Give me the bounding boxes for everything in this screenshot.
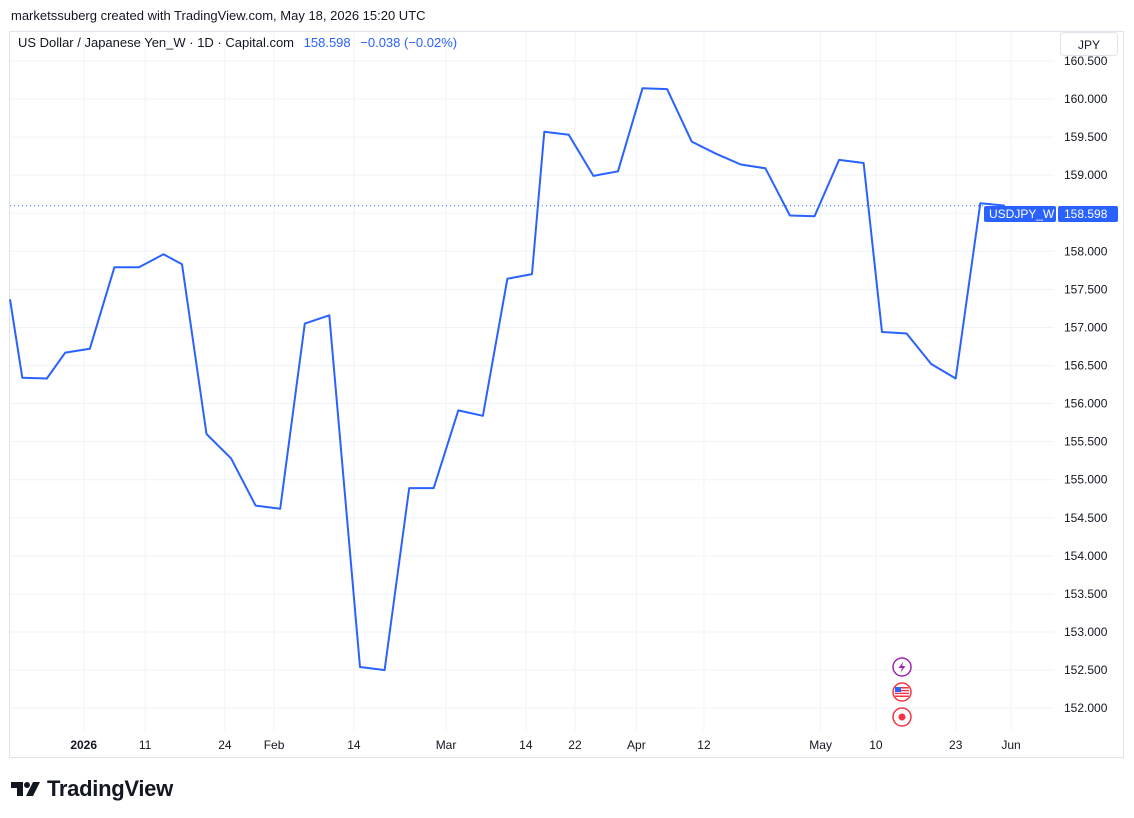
chart-frame: [9, 31, 1124, 758]
y-tick-label: 153.500: [1064, 587, 1108, 601]
x-tick-label: 24: [218, 738, 232, 752]
price-tag-ticker-bg: [984, 206, 1056, 222]
y-tick-label: 159.500: [1064, 130, 1108, 144]
price-change-value: −0.038 (−0.02%): [360, 35, 458, 50]
price-tag-ticker: USDJPY_W: [989, 207, 1055, 221]
price-tag-value: 158.598: [1064, 207, 1108, 221]
lightning-icon[interactable]: [892, 657, 912, 677]
chart-legend: US Dollar / Japanese Yen_W · 1D · Capita…: [18, 35, 457, 50]
x-tick-label: 23: [949, 738, 963, 752]
y-tick-label: 160.000: [1064, 92, 1108, 106]
y-tick-label: 157.000: [1064, 320, 1108, 334]
tradingview-brand[interactable]: TradingView: [11, 776, 173, 802]
x-tick-label: 14: [347, 738, 361, 752]
y-tick-label: 158.000: [1064, 244, 1108, 258]
x-tick-label: 11: [139, 738, 152, 752]
y-tick-label: 154.000: [1064, 549, 1108, 563]
symbol-description: US Dollar / Japanese Yen_W · 1D · Capita…: [18, 35, 295, 50]
last-price-tag: USDJPY_W 158.598: [984, 206, 1118, 222]
y-tick-label: 160.500: [1064, 54, 1108, 68]
y-tick-label: 157.500: [1064, 282, 1108, 296]
price-series-line: [9, 87, 1005, 672]
brand-name: TradingView: [47, 776, 173, 801]
x-tick-label: Mar: [436, 738, 457, 752]
tradingview-logo-icon: [11, 782, 40, 796]
time-axis: 2026 11 24 Feb 14 Mar 14 22 Apr 12 May 10 23 Jun: [70, 738, 1020, 752]
last-price-value: 158.598: [303, 35, 351, 50]
y-tick-label: 159.000: [1064, 168, 1108, 182]
record-dot-icon[interactable]: [892, 707, 912, 727]
x-tick-label: 14: [519, 738, 533, 752]
x-tick-label: May: [809, 738, 832, 752]
currency-button[interactable]: JPY: [1060, 32, 1118, 56]
attribution-text: marketssuberg created with TradingView.c…: [11, 8, 426, 23]
x-tick-label: 2026: [70, 738, 97, 752]
x-tick-label: 10: [869, 738, 883, 752]
y-tick-label: 152.000: [1064, 701, 1108, 715]
y-tick-label: 152.500: [1064, 663, 1108, 677]
x-tick-label: Apr: [627, 738, 646, 752]
price-tag-value-bg: [1058, 206, 1118, 222]
y-tick-label: 156.000: [1064, 397, 1108, 411]
chart-grid: [10, 32, 1054, 731]
x-tick-label: Jun: [1001, 738, 1020, 752]
y-tick-label: 154.500: [1064, 511, 1108, 525]
event-markers: [892, 657, 912, 727]
y-tick-label: 155.500: [1064, 435, 1108, 449]
x-tick-label: 12: [697, 738, 711, 752]
y-tick-label: 156.500: [1064, 359, 1108, 373]
price-axis: 160.500160.000159.500159.000158.500158.0…: [1064, 54, 1108, 715]
x-tick-label: Feb: [264, 738, 285, 752]
us-flag-icon[interactable]: [892, 682, 912, 702]
y-tick-label: 153.000: [1064, 625, 1108, 639]
y-tick-label: 155.000: [1064, 473, 1108, 487]
x-tick-label: 22: [568, 738, 582, 752]
